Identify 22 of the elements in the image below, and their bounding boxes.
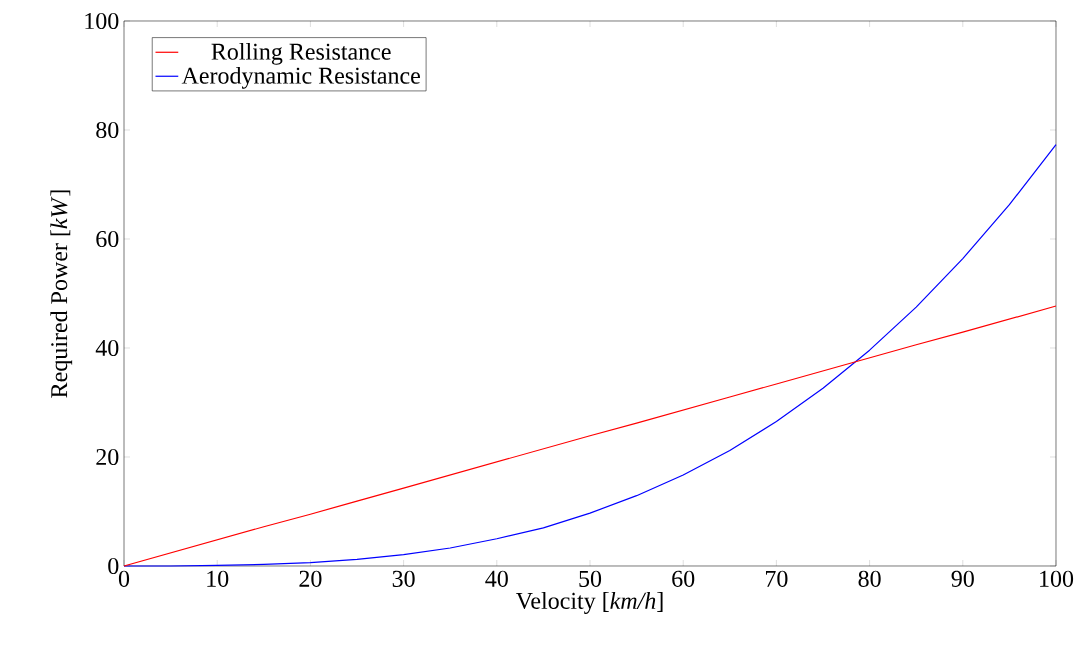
x-tick-label: 20 <box>299 570 322 587</box>
legend-label: Aerodynamic Resistance <box>181 66 420 89</box>
x-tick-label: 100 <box>1040 570 1074 587</box>
x-tick-label: 30 <box>392 570 415 587</box>
x-tick-label: 0 <box>118 570 130 587</box>
legend-label: Rolling Resistance <box>211 42 391 65</box>
x-axis-title: Velocity [km/h] <box>515 592 663 614</box>
x-tick-label: 40 <box>485 570 508 587</box>
y-tick-label: 60 <box>96 230 119 248</box>
y-tick-label: 0 <box>108 557 119 575</box>
y-axis-title: Required Power [kW] <box>50 190 73 398</box>
x-tick-label: 50 <box>579 570 602 587</box>
x-tick-label: 70 <box>765 570 788 587</box>
y-tick-label: 40 <box>95 339 119 357</box>
x-tick-label: 90 <box>951 570 974 587</box>
x-tick-label: 10 <box>207 570 229 587</box>
line-series <box>123 144 1057 567</box>
x-tick-label: 80 <box>858 570 881 587</box>
y-tick-label: 100 <box>85 12 119 30</box>
y-tick-label: 20 <box>96 448 119 466</box>
x-tick-label: 60 <box>672 570 695 587</box>
y-tick-label: 80 <box>96 121 119 139</box>
